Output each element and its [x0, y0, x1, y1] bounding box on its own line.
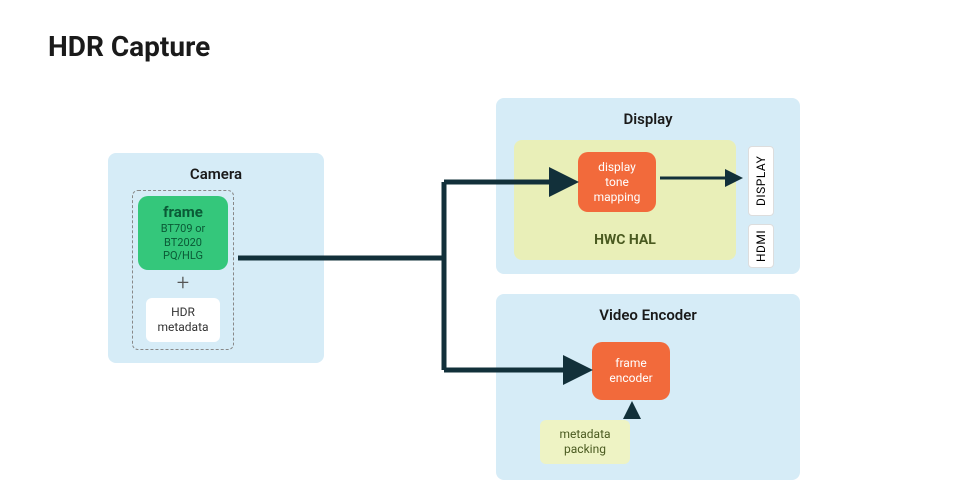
- camera-meta-box: HDR metadata: [146, 298, 220, 342]
- fenc-l2: encoder: [609, 371, 652, 386]
- mpack-l2: packing: [564, 442, 606, 457]
- page-title: HDR Capture: [48, 30, 210, 63]
- tone-mapping-box: display tone mapping: [578, 152, 656, 212]
- tone-l1: display: [598, 160, 636, 175]
- tone-l3: mapping: [594, 190, 641, 205]
- plus-icon: +: [138, 271, 228, 296]
- camera-frame-box: frame BT709 or BT2020 PQ/HLG: [138, 196, 228, 270]
- fenc-l1: frame: [615, 356, 646, 371]
- camera-frame-l1: BT709 or: [161, 222, 206, 236]
- metadata-packing-box: metadata packing: [540, 420, 630, 464]
- frame-encoder-box: frame encoder: [592, 342, 670, 400]
- hwc-hal-label: HWC HAL: [514, 232, 736, 248]
- camera-meta-l2: metadata: [157, 320, 208, 335]
- display-out-label: DISPLAY: [748, 146, 774, 216]
- hdmi-out-label: HDMI: [748, 224, 774, 268]
- camera-frame-title: frame: [163, 203, 203, 222]
- camera-frame-l2: BT2020: [164, 236, 202, 250]
- camera-meta-l1: HDR: [171, 305, 195, 320]
- tone-l2: tone: [605, 175, 629, 190]
- encoder-title: Video Encoder: [496, 306, 800, 324]
- mpack-l1: metadata: [559, 427, 610, 442]
- camera-title: Camera: [108, 165, 324, 183]
- display-title: Display: [496, 110, 800, 128]
- camera-frame-l3: PQ/HLG: [163, 249, 203, 263]
